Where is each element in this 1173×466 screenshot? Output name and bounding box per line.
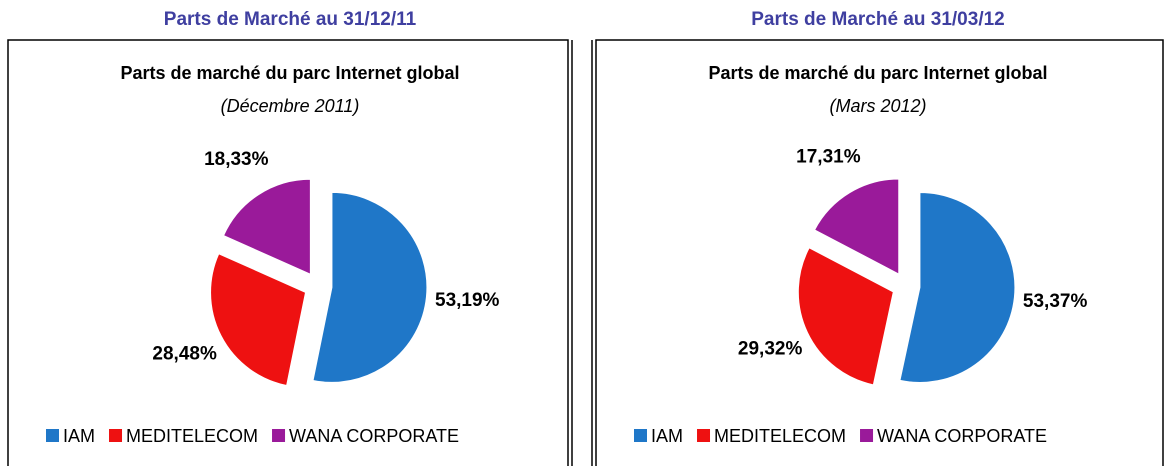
legend-label: WANA CORPORATE xyxy=(289,426,459,446)
pie-slice xyxy=(899,191,1016,383)
panel-heading: Parts de Marché au 31/12/11 xyxy=(164,9,417,30)
legend-swatch xyxy=(697,429,711,442)
panel-heading: Parts de Marché au 31/03/12 xyxy=(751,9,1004,30)
legend-label: IAM xyxy=(63,426,95,446)
chart-title: Parts de marché du parc Internet global xyxy=(708,63,1047,83)
data-label: 53,37% xyxy=(1023,291,1088,312)
legend-swatch xyxy=(634,429,647,442)
panel-border xyxy=(7,39,569,466)
panel-border xyxy=(595,39,1164,466)
chart-subtitle: (Décembre 2011) xyxy=(221,96,360,116)
legend-swatch xyxy=(46,429,59,442)
chart-title: Parts de marché du parc Internet global xyxy=(120,63,459,83)
pie-slice xyxy=(210,253,307,387)
legend-label: WANA CORPORATE xyxy=(877,426,1047,446)
data-label: 17,31% xyxy=(796,147,861,168)
legend-label: IAM xyxy=(651,426,683,446)
pie-slice xyxy=(813,178,900,275)
pie-slice xyxy=(312,191,428,383)
legend-label: MEDITELECOM xyxy=(126,426,258,446)
legend-swatch xyxy=(272,429,286,442)
data-label: 53,19% xyxy=(435,290,500,311)
chart-subtitle: (Mars 2012) xyxy=(829,96,926,116)
pie-slice xyxy=(222,178,311,276)
legend-swatch xyxy=(860,429,874,442)
data-label: 28,48% xyxy=(152,344,217,365)
legend-label: MEDITELECOM xyxy=(714,426,846,446)
legend-swatch xyxy=(109,429,123,442)
data-label: 18,33% xyxy=(204,149,269,170)
data-label: 29,32% xyxy=(738,339,803,360)
pie-slice xyxy=(797,247,894,386)
